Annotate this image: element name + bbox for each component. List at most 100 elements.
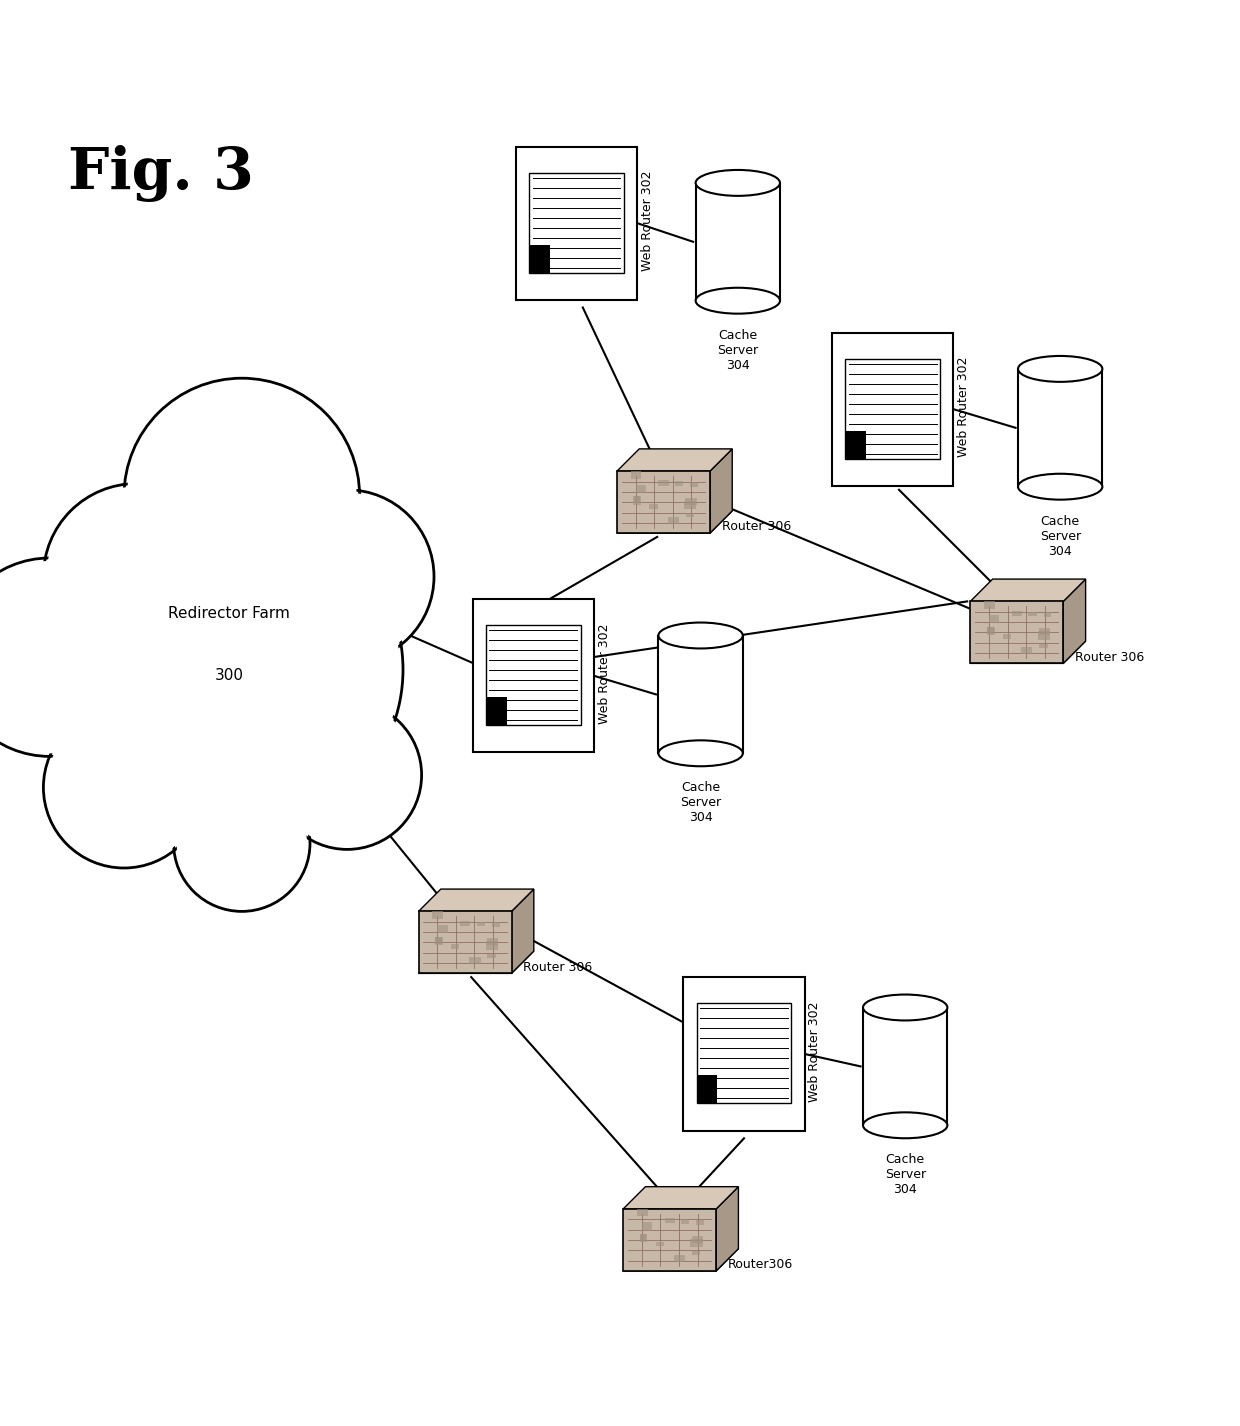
Bar: [987, 626, 994, 635]
Circle shape: [47, 488, 226, 666]
Bar: [435, 937, 441, 944]
Bar: [846, 358, 940, 459]
Bar: [675, 482, 683, 486]
Bar: [631, 471, 641, 479]
Bar: [472, 599, 594, 753]
Circle shape: [0, 562, 145, 753]
Circle shape: [128, 382, 356, 610]
Text: Redirector Farm: Redirector Farm: [169, 606, 290, 622]
Bar: [516, 147, 637, 299]
Circle shape: [43, 707, 205, 868]
Bar: [990, 615, 999, 623]
Polygon shape: [511, 888, 533, 974]
Text: Fig. 3: Fig. 3: [68, 145, 254, 202]
Bar: [435, 937, 443, 945]
Ellipse shape: [658, 740, 743, 766]
Bar: [691, 482, 698, 488]
Circle shape: [174, 774, 310, 911]
Bar: [665, 1218, 675, 1224]
Bar: [637, 1209, 647, 1216]
Bar: [985, 602, 994, 609]
Ellipse shape: [1018, 356, 1102, 382]
Circle shape: [81, 509, 403, 831]
Ellipse shape: [696, 288, 780, 314]
Polygon shape: [1063, 579, 1086, 663]
Bar: [486, 697, 507, 726]
Bar: [492, 923, 500, 927]
Bar: [640, 1233, 647, 1242]
Circle shape: [0, 558, 149, 756]
Bar: [1039, 629, 1050, 636]
Bar: [1044, 612, 1052, 617]
Text: Web Router 302: Web Router 302: [641, 171, 653, 271]
Bar: [529, 245, 551, 272]
Ellipse shape: [863, 994, 947, 1021]
Circle shape: [260, 489, 434, 663]
Bar: [675, 1255, 686, 1262]
Text: Cache
Server
304: Cache Server 304: [884, 1154, 926, 1196]
Text: Router 306: Router 306: [722, 520, 791, 533]
Circle shape: [43, 483, 229, 670]
Polygon shape: [970, 642, 1086, 663]
Bar: [696, 183, 780, 301]
Bar: [863, 1008, 947, 1125]
Bar: [650, 503, 657, 509]
Bar: [476, 921, 485, 927]
Bar: [438, 925, 448, 934]
Text: Web Router 302: Web Router 302: [957, 356, 970, 456]
Polygon shape: [709, 449, 732, 533]
Polygon shape: [419, 888, 533, 911]
Text: Router306: Router306: [728, 1258, 794, 1272]
Circle shape: [264, 493, 430, 660]
Bar: [691, 1239, 703, 1248]
Polygon shape: [624, 1249, 739, 1271]
Bar: [460, 921, 470, 925]
Text: 300: 300: [215, 669, 244, 683]
Bar: [470, 957, 481, 964]
Bar: [846, 431, 867, 459]
Polygon shape: [717, 1186, 739, 1271]
Text: Cache
Server
304: Cache Server 304: [680, 781, 722, 824]
Polygon shape: [624, 1209, 717, 1271]
Bar: [683, 977, 805, 1131]
Circle shape: [124, 378, 360, 613]
Bar: [697, 1004, 791, 1104]
Bar: [668, 518, 680, 523]
Polygon shape: [618, 471, 709, 533]
Bar: [433, 911, 443, 918]
Circle shape: [273, 700, 422, 850]
Bar: [1039, 643, 1048, 647]
Bar: [686, 513, 694, 518]
Bar: [1012, 610, 1022, 616]
Bar: [697, 1219, 704, 1225]
Polygon shape: [618, 511, 732, 533]
Ellipse shape: [863, 1112, 947, 1138]
Text: Cache
Server
304: Cache Server 304: [717, 328, 759, 372]
Bar: [686, 498, 697, 505]
Circle shape: [47, 710, 201, 864]
Bar: [1028, 612, 1037, 616]
Bar: [684, 502, 697, 509]
Bar: [451, 944, 459, 948]
Bar: [987, 626, 993, 633]
Bar: [832, 332, 954, 486]
Bar: [697, 1075, 718, 1104]
Bar: [692, 1236, 703, 1243]
Bar: [658, 481, 668, 486]
Bar: [1003, 635, 1011, 639]
Polygon shape: [624, 1186, 739, 1209]
Bar: [486, 941, 498, 950]
Polygon shape: [419, 951, 533, 974]
Text: Web Router 302: Web Router 302: [808, 1001, 821, 1102]
Bar: [636, 485, 646, 493]
Text: Router 306: Router 306: [523, 961, 593, 974]
Text: Cache
Server
304: Cache Server 304: [1039, 515, 1081, 558]
Bar: [1022, 647, 1033, 655]
Bar: [692, 1251, 701, 1255]
Bar: [529, 173, 624, 272]
Bar: [640, 1233, 646, 1241]
Bar: [1038, 632, 1050, 640]
Bar: [487, 938, 498, 945]
Bar: [634, 496, 641, 505]
Circle shape: [277, 704, 418, 846]
